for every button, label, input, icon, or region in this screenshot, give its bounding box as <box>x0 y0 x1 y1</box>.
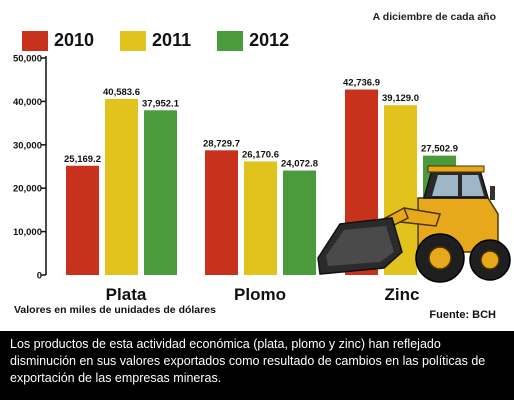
bar-chart: 0 10,000 20,000 30,000 40,000 50,000 25,169.2… <box>13 54 511 283</box>
footer-caption: Los productos de esta actividad económic… <box>0 331 514 400</box>
bar-plomo-2011 <box>244 161 277 275</box>
y-tick-label: 50,000 <box>13 54 42 65</box>
data-label-plomo-2010: 28,729.7 <box>203 138 240 149</box>
category-label-plomo: Plomo <box>234 285 286 304</box>
data-label-plata-2011: 40,583.6 <box>103 87 140 98</box>
y-tick-label: 20,000 <box>13 184 42 195</box>
data-label-zinc-2011: 39,129.0 <box>382 93 419 104</box>
chart-subtitle: A diciembre de cada año <box>372 11 496 23</box>
data-label-zinc-2012: 27,502.9 <box>421 144 458 155</box>
legend-label-2010: 2010 <box>54 30 95 50</box>
y-tick-label: 10,000 <box>13 227 42 238</box>
y-tick-label: 0 <box>37 271 42 282</box>
legend-swatch-2010 <box>22 30 48 51</box>
legend-item-2012: 2012 <box>217 30 289 51</box>
data-label-plomo-2011: 26,170.6 <box>242 149 279 160</box>
legend-label-2012: 2012 <box>249 30 290 50</box>
legend-swatch-2011 <box>120 30 147 51</box>
data-label-plata-2012: 37,952.1 <box>142 98 180 109</box>
y-tick-label: 40,000 <box>13 97 42 108</box>
data-label-zinc-2010: 42,736.9 <box>343 78 380 89</box>
wheel-loader-icon <box>317 165 511 283</box>
y-axis: 0 10,000 20,000 30,000 40,000 50,000 <box>13 54 47 282</box>
bar-plata-2011 <box>105 98 138 275</box>
legend-item-2011: 2011 <box>120 30 191 51</box>
bar-plomo-2010 <box>205 150 238 275</box>
category-label-plata: Plata <box>105 285 147 304</box>
bar-plata-2010 <box>66 165 99 275</box>
legend-item-2010: 2010 <box>22 30 94 51</box>
chart-legend: 2010 2011 2012 <box>22 30 289 51</box>
bar-plata-2012 <box>144 110 177 275</box>
legend-label-2011: 2011 <box>152 30 192 50</box>
data-label-plata-2010: 25,169.2 <box>64 154 101 165</box>
category-label-zinc: Zinc <box>384 285 420 304</box>
y-tick-label: 30,000 <box>13 140 42 151</box>
data-label-plomo-2012: 24,072.8 <box>281 159 318 170</box>
legend-swatch-2012 <box>217 30 244 51</box>
source-note: Fuente: BCH <box>429 309 496 321</box>
bar-plomo-2012 <box>283 170 316 275</box>
y-axis-label: Valores en miles de unidades de dólares <box>14 304 216 316</box>
